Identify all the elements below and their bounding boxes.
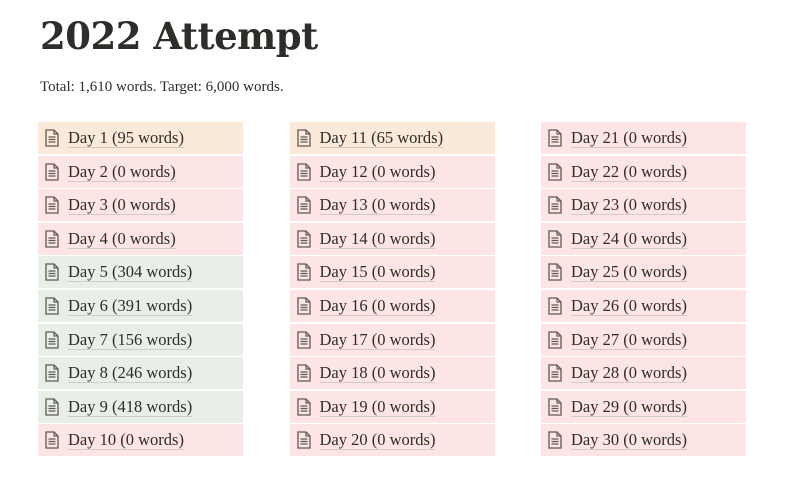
day-page-link[interactable]: Day 28 (0 words) (571, 363, 687, 384)
day-page-link[interactable]: Day 8 (246 words) (68, 363, 193, 384)
day-page-item[interactable]: Day 25 (0 words) (541, 256, 746, 289)
day-page-item[interactable]: Day 18 (0 words) (289, 357, 495, 390)
day-page-link[interactable]: Day 27 (0 words) (571, 329, 687, 350)
page-icon (296, 297, 312, 315)
day-page-item[interactable]: Day 6 (391 words) (38, 289, 243, 322)
page-icon (547, 330, 563, 349)
day-page-item[interactable]: Day 29 (0 words) (541, 390, 746, 423)
day-page-link[interactable]: Day 20 (0 words) (319, 430, 436, 451)
day-page-link[interactable]: Day 23 (0 words) (571, 195, 687, 216)
page-icon (547, 364, 563, 382)
day-page-item[interactable]: Day 9 (418 words) (38, 390, 243, 423)
page-icon (547, 162, 563, 181)
day-page-item[interactable]: Day 5 (304 words) (38, 256, 243, 289)
day-page-item[interactable]: Day 12 (0 words) (289, 155, 495, 188)
day-page-item[interactable]: Day 3 (0 words) (38, 189, 243, 222)
page-icon (44, 263, 60, 282)
page-icon (296, 196, 312, 214)
day-page-item[interactable]: Day 19 (0 words) (289, 390, 495, 423)
day-page-link[interactable]: Day 26 (0 words) (571, 295, 687, 316)
page-icon (296, 398, 312, 416)
day-page-link[interactable]: Day 7 (156 words) (68, 329, 193, 350)
page-icon (44, 162, 60, 181)
page-icon (547, 263, 563, 282)
day-page-link[interactable]: Day 13 (0 words) (319, 195, 436, 216)
day-page-item[interactable]: Day 11 (65 words) (289, 122, 495, 154)
page-icon (296, 431, 312, 449)
day-page-link[interactable]: Day 11 (65 words) (319, 128, 444, 148)
day-page-item[interactable]: Day 24 (0 words) (541, 222, 746, 255)
day-page-link[interactable]: Day 21 (0 words) (571, 128, 687, 148)
page-icon (44, 230, 60, 248)
day-page-item[interactable]: Day 14 (0 words) (289, 222, 495, 255)
day-page-link[interactable]: Day 22 (0 words) (571, 161, 687, 182)
day-page-link[interactable]: Day 9 (418 words) (68, 396, 193, 417)
page-icon (547, 398, 563, 416)
day-page-item[interactable]: Day 27 (0 words) (541, 323, 746, 356)
day-page-link[interactable]: Day 18 (0 words) (319, 363, 436, 384)
day-page-link[interactable]: Day 5 (304 words) (68, 262, 193, 283)
day-page-item[interactable]: Day 10 (0 words) (38, 424, 243, 457)
page-icon (296, 162, 312, 181)
page-icon (547, 230, 563, 248)
day-page-item[interactable]: Day 21 (0 words) (541, 122, 746, 154)
page-icon (296, 364, 312, 382)
day-page-item[interactable]: Day 16 (0 words) (289, 289, 495, 322)
day-page-item[interactable]: Day 2 (0 words) (38, 155, 243, 188)
day-page-link[interactable]: Day 14 (0 words) (319, 228, 436, 249)
page-title: 2022 Attempt (40, 14, 318, 58)
day-page-item[interactable]: Day 15 (0 words) (289, 256, 495, 289)
day-page-item[interactable]: Day 7 (156 words) (38, 323, 243, 356)
day-page-link[interactable]: Day 17 (0 words) (319, 329, 436, 350)
day-page-link[interactable]: Day 6 (391 words) (68, 295, 193, 316)
day-page-link[interactable]: Day 2 (0 words) (68, 161, 176, 182)
day-pages-gallery: Day 1 (95 words) Day 11 (65 words) Day 21 … (38, 122, 746, 457)
day-page-item[interactable]: Day 23 (0 words) (541, 189, 746, 222)
day-page-item[interactable]: Day 17 (0 words) (289, 323, 495, 356)
day-page-item[interactable]: Day 4 (0 words) (38, 222, 243, 255)
day-page-item[interactable]: Day 28 (0 words) (541, 357, 746, 390)
page-icon (296, 230, 312, 248)
day-page-link[interactable]: Day 3 (0 words) (68, 195, 176, 216)
day-page-link[interactable]: Day 12 (0 words) (319, 161, 436, 182)
day-page-item[interactable]: Day 1 (95 words) (38, 122, 243, 154)
day-page-link[interactable]: Day 19 (0 words) (319, 396, 436, 417)
day-page-item[interactable]: Day 30 (0 words) (541, 424, 746, 457)
day-page-item[interactable]: Day 8 (246 words) (38, 357, 243, 390)
page-icon (44, 129, 60, 147)
day-page-link[interactable]: Day 1 (95 words) (68, 128, 184, 148)
page-icon (44, 431, 60, 449)
day-page-link[interactable]: Day 15 (0 words) (319, 262, 436, 283)
page-icon (547, 297, 563, 315)
day-page-item[interactable]: Day 26 (0 words) (541, 289, 746, 322)
day-page-item[interactable]: Day 13 (0 words) (289, 189, 495, 222)
day-page-item[interactable]: Day 20 (0 words) (289, 424, 495, 457)
word-count-summary: Total: 1,610 words. Target: 6,000 words. (40, 79, 284, 95)
page-icon (296, 263, 312, 282)
day-page-link[interactable]: Day 4 (0 words) (68, 228, 176, 249)
day-page-link[interactable]: Day 16 (0 words) (319, 295, 436, 316)
day-page-link[interactable]: Day 29 (0 words) (571, 396, 687, 417)
day-page-item[interactable]: Day 22 (0 words) (541, 155, 746, 188)
page-icon (547, 129, 563, 147)
day-page-link[interactable]: Day 25 (0 words) (571, 262, 687, 283)
page-icon (296, 330, 312, 349)
page-icon (44, 398, 60, 416)
day-page-link[interactable]: Day 24 (0 words) (571, 228, 687, 249)
page-icon (44, 330, 60, 349)
page-icon (44, 297, 60, 315)
page-icon (547, 431, 563, 449)
page-icon (44, 364, 60, 382)
page-icon (547, 196, 563, 214)
page-icon (44, 196, 60, 214)
page-icon (296, 129, 312, 147)
day-page-link[interactable]: Day 30 (0 words) (571, 430, 687, 451)
day-page-link[interactable]: Day 10 (0 words) (68, 430, 184, 451)
